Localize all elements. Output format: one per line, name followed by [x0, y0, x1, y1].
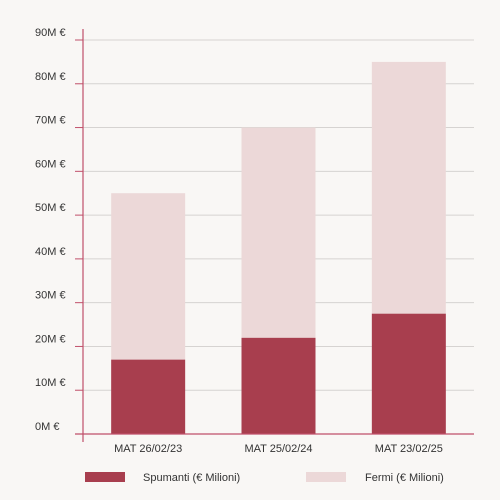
x-tick-label: MAT 23/02/25	[375, 443, 443, 455]
y-tick-label: 30M €	[35, 290, 66, 302]
legend: Spumanti (€ Milioni) Fermi (€ Milioni)	[85, 472, 444, 484]
bar-fermi-1	[241, 127, 316, 338]
bar-spumanti-0	[111, 359, 186, 434]
y-tick-label: 20M €	[35, 333, 66, 345]
y-tick-label: 90M €	[35, 27, 66, 39]
y-tick-label: 0M €	[35, 421, 59, 433]
bar-fermi-0	[111, 193, 186, 360]
legend-label-fermi: Fermi (€ Milioni)	[365, 472, 444, 484]
y-tick-label: 70M €	[35, 115, 66, 127]
bars	[111, 61, 446, 434]
y-tick-label: 50M €	[35, 202, 66, 214]
legend-label-spumanti: Spumanti (€ Milioni)	[143, 472, 240, 484]
bar-spumanti-2	[371, 313, 446, 434]
bar-fermi-2	[371, 61, 446, 314]
y-tick-label: 60M €	[35, 158, 66, 170]
legend-swatch-spumanti	[85, 472, 125, 482]
bar-spumanti-1	[241, 337, 316, 434]
axis-labels: 0M € 10M € 20M € 30M € 40M € 50M € 60M € 70M € 8…	[35, 27, 443, 455]
legend-swatch-fermi	[306, 472, 346, 482]
y-tick-label: 10M €	[35, 377, 66, 389]
x-tick-label: MAT 26/02/23	[114, 443, 182, 455]
axes	[75, 29, 474, 442]
y-tick-label: 40M €	[35, 246, 66, 258]
x-tick-label: MAT 25/02/24	[244, 443, 312, 455]
y-tick-label: 80M €	[35, 71, 66, 83]
